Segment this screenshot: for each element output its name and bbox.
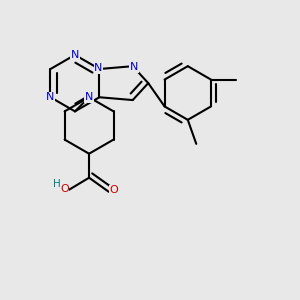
Text: O: O	[110, 185, 118, 195]
Text: N: N	[71, 50, 79, 60]
Text: N: N	[85, 92, 93, 102]
Text: N: N	[130, 62, 138, 72]
Text: N: N	[94, 63, 103, 73]
Text: H: H	[53, 179, 61, 189]
Text: O: O	[60, 184, 69, 194]
Text: N: N	[46, 92, 55, 102]
